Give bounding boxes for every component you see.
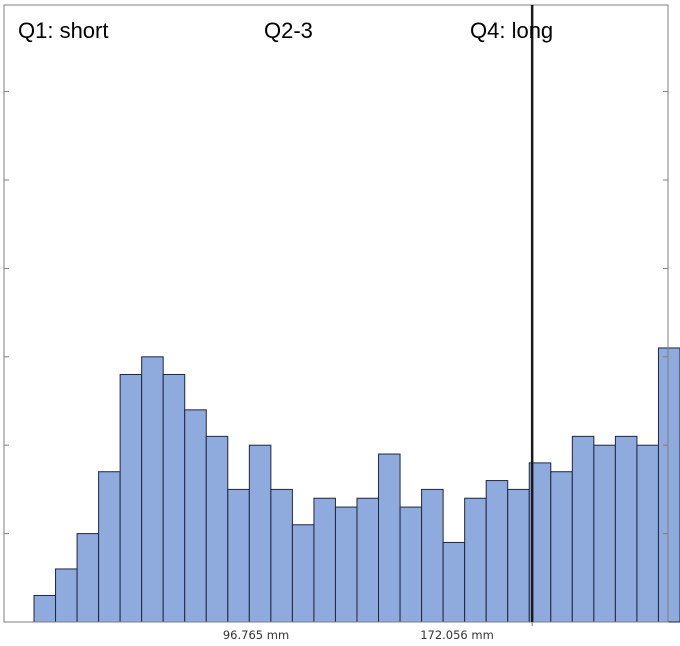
plot-frame — [3, 4, 669, 623]
region-label-q1: Q1: short — [18, 18, 108, 43]
histogram-bar — [550, 471, 573, 623]
histogram-bar — [33, 594, 57, 623]
histogram-bar — [464, 497, 487, 623]
histogram-bar — [571, 435, 595, 623]
threshold-label-lower: 96.765 mm — [223, 628, 289, 642]
histogram-bar — [614, 435, 638, 623]
region-label-q2-3: Q2-3 — [264, 18, 313, 43]
histogram-bar — [421, 488, 444, 623]
quartile-dividers — [530, 5, 534, 626]
histogram-bar — [334, 506, 358, 623]
histogram-bar — [313, 497, 336, 623]
histogram-bar — [657, 347, 680, 623]
histogram-bar — [98, 471, 121, 623]
histogram-bar — [205, 435, 229, 623]
y-axis-ticks — [4, 91, 668, 535]
histogram-bar — [378, 453, 401, 623]
histogram-bar — [507, 488, 530, 623]
histogram-bar — [248, 444, 272, 623]
histogram-bars — [33, 347, 680, 623]
histogram-bar — [76, 533, 100, 623]
histogram-bar — [141, 356, 164, 623]
histogram-bar — [485, 480, 509, 623]
histogram-bar — [184, 409, 207, 623]
threshold-label-upper: 172.056 mm — [420, 628, 494, 642]
histogram-bar — [636, 444, 659, 623]
histogram-bar — [593, 444, 616, 623]
histogram-bar — [291, 524, 315, 623]
histogram-bar — [55, 568, 78, 623]
histogram-bar — [442, 541, 466, 623]
histogram-bar — [162, 373, 186, 623]
histogram-bar — [227, 488, 250, 623]
region-label-q4: Q4: long — [470, 18, 553, 43]
histogram-bar — [119, 373, 143, 623]
histogram-bar — [356, 497, 380, 623]
histogram-bar — [270, 488, 293, 623]
histogram-bar — [399, 506, 423, 623]
